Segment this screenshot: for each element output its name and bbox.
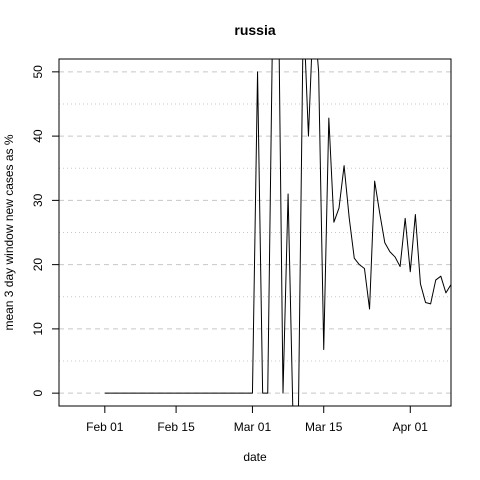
y-tick-label: 30: [31, 193, 45, 207]
y-axis-label: mean 3 day window new cases as %: [2, 134, 16, 330]
y-tick-label: 0: [31, 389, 45, 396]
y-axis: 0 10 20 30 40 50: [31, 65, 59, 396]
y-tick-label: 10: [31, 322, 45, 336]
x-tick-label: Mar 01: [234, 420, 272, 434]
y-tick-label: 40: [31, 129, 45, 143]
x-axis-label: date: [243, 450, 267, 464]
plot-frame: [58, 58, 452, 407]
x-tick-label: Feb 01: [86, 420, 124, 434]
y-tick-label: 20: [31, 258, 45, 272]
x-tick-label: Feb 15: [157, 420, 195, 434]
x-tick-label: Mar 15: [305, 420, 343, 434]
x-axis: Feb 01 Feb 15 Mar 01 Mar 15 Apr 01: [86, 406, 428, 434]
x-tick-label: Apr 01: [393, 420, 429, 434]
y-tick-label: 50: [31, 65, 45, 79]
series-line: [104, 59, 451, 406]
chart-title: russia: [234, 22, 275, 38]
series-group: [104, 59, 451, 406]
